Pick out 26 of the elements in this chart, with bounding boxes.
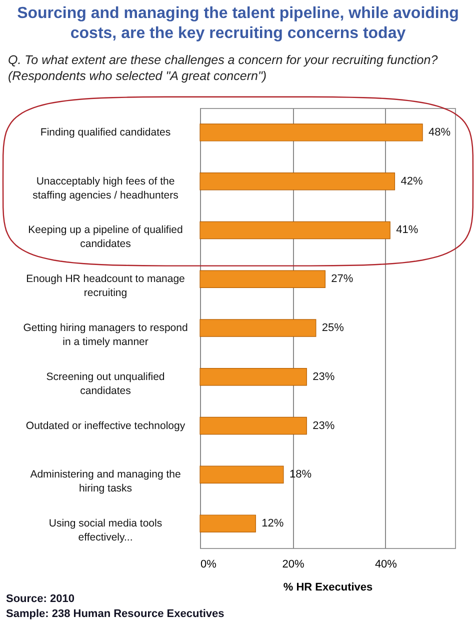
data-label: 12% [262, 518, 284, 530]
data-label: 41% [396, 224, 418, 236]
x-tick-label: 20% [282, 558, 304, 570]
y-tick-label: Keeping up a pipeline of qualified candidates [28, 224, 184, 250]
x-axis-title: % HR Executives [283, 582, 373, 594]
y-tick-label: Outdated or ineffective technology [26, 420, 186, 432]
data-label: 18% [289, 468, 312, 481]
data-label: 27% [331, 273, 354, 286]
data-label: 25% [322, 322, 344, 334]
data-label: 23% [312, 370, 335, 383]
y-tick-label: Getting hiring managers to respond in a timely manner [23, 322, 188, 348]
data-label: 42% [400, 175, 423, 188]
data-label: 48% [428, 126, 451, 138]
y-tick-label: Finding qualified candidates [40, 126, 171, 138]
y-tick-label: Using social media tools effectively... [48, 518, 162, 544]
y-tick-label: Unacceptably high fees of the staffing agencies / headhunters [32, 175, 178, 202]
y-tick-label: Screening out unqualified candidates [46, 370, 165, 397]
source-note: Source: 2010 [6, 592, 76, 607]
y-tick-label: Enough HR headcount to manage recruiting [26, 273, 186, 300]
y-tick-label: Administering and managing the hiring tasks [30, 468, 181, 495]
text: Sample: 238 Human Resource Executives [6, 607, 226, 622]
chart-subtitle: Q. To what extent are these challenges a concern for your recruiting function? (Respondents who selected "A great concern") [7, 52, 439, 84]
x-tick-label: 40% [374, 558, 398, 570]
chart-title: Sourcing and managing the talent pipeline, while avoiding costs, are the key recruiting concerns today [16, 4, 460, 44]
data-label: 23% [312, 420, 335, 432]
x-tick-label: 0% [200, 558, 217, 570]
